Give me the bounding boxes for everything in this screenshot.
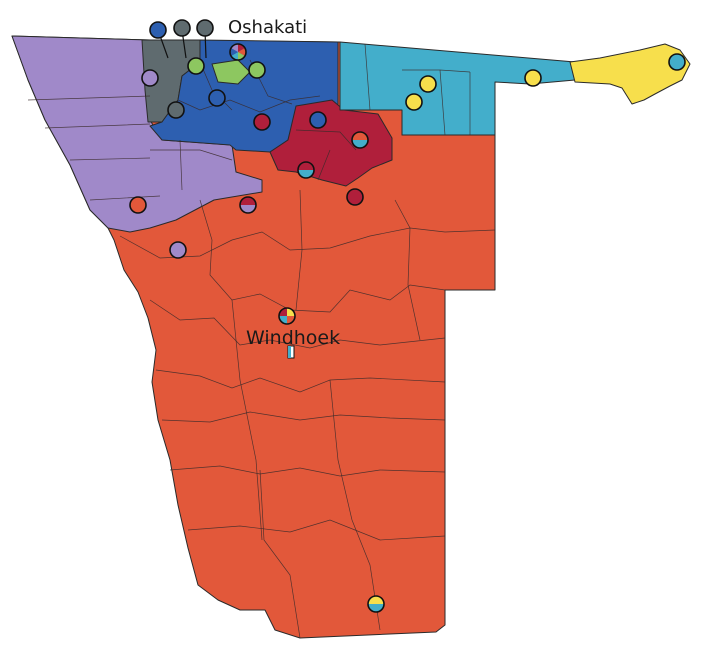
- marker-south-yellow-teal: [367, 595, 385, 613]
- marker-oshakati-pie: [229, 43, 247, 61]
- marker-split-crimson-teal-2: [351, 131, 369, 149]
- marker-crimson-south: [346, 188, 364, 206]
- label-windhoek: Windhoek: [246, 327, 340, 349]
- marker-green-1: [187, 57, 205, 75]
- region-green: [211, 59, 251, 85]
- marker-blue-1: [208, 89, 226, 107]
- constituency-borders: [27, 43, 496, 639]
- marker-oshakati-slate-2: [196, 19, 214, 37]
- marker-windhoek-small: [287, 345, 295, 359]
- marker-split-crimson-lilac: [239, 196, 257, 214]
- marker-windhoek-pie: [278, 307, 296, 325]
- marker-lilac-south: [169, 241, 187, 259]
- marker-blue-2: [309, 111, 327, 129]
- marker-yellow-3: [524, 69, 542, 87]
- region-caprivi: [569, 43, 691, 105]
- marker-green-2: [248, 61, 266, 79]
- marker-lilac-north: [141, 69, 159, 87]
- marker-oshakati-slate-1: [173, 19, 191, 37]
- marker-crimson-north: [253, 113, 271, 131]
- marker-teal-caprivi: [668, 53, 686, 71]
- marker-split-crimson-teal-1: [297, 161, 315, 179]
- marker-yellow-1: [419, 75, 437, 93]
- marker-slate-west: [167, 101, 185, 119]
- marker-west-orange: [129, 196, 147, 214]
- marker-yellow-2: [405, 93, 423, 111]
- marker-oshakati-blue: [149, 21, 167, 39]
- markers: [129, 19, 686, 613]
- label-oshakati: Oshakati: [228, 17, 307, 38]
